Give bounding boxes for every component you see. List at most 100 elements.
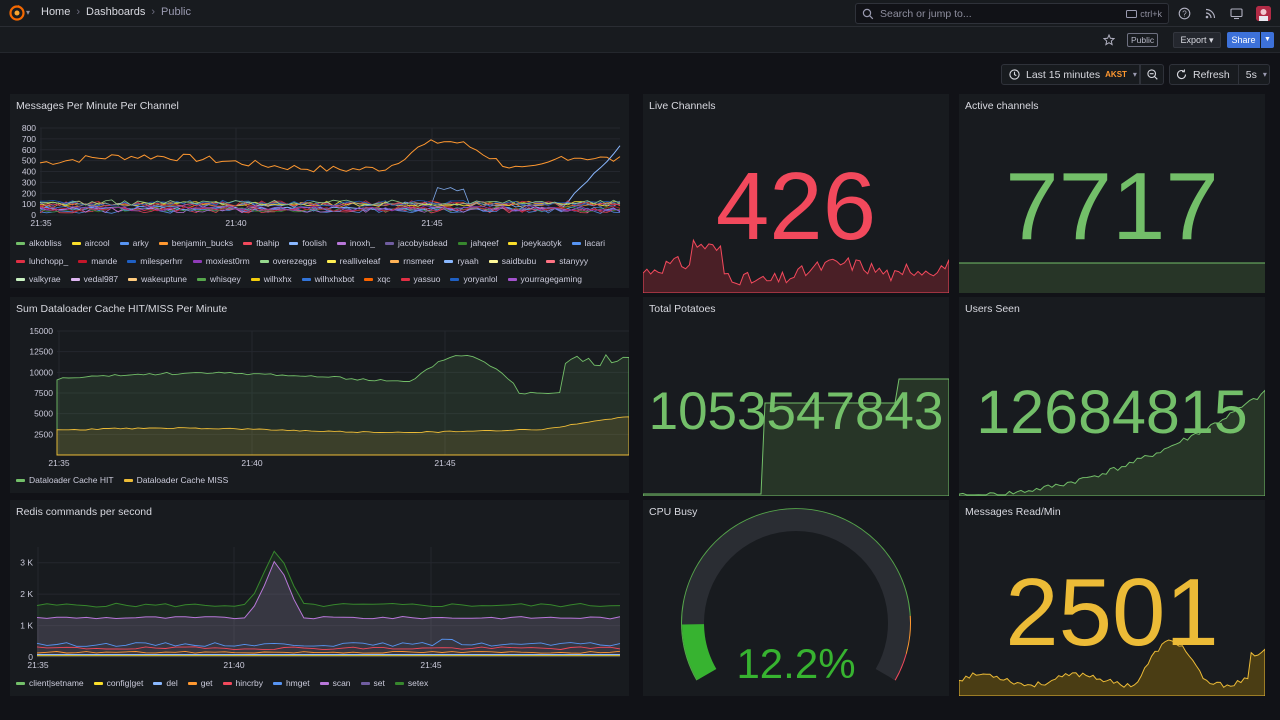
share-options-chevron-icon[interactable]: ▼ [1261,32,1274,48]
refresh-interval[interactable]: 5s [1245,68,1257,81]
legend-swatch [128,277,138,281]
legend-item[interactable]: joeykaotyk [508,236,562,250]
legend-item[interactable]: hincrby [222,678,263,688]
x-tick-label: 21:45 [421,218,443,228]
series-line [39,199,621,206]
redis-commands-chart[interactable]: 0 1 K 2 K 3 K 21:35 21:40 21:45 [10,528,629,676]
chevron-down-icon[interactable]: ▾ [26,8,31,17]
stat-value: 1053547843 [648,382,944,441]
legend-item[interactable]: hmget [272,678,310,688]
legend-item[interactable]: Dataloader Cache MISS [123,475,228,485]
legend-item[interactable]: setex [394,678,428,688]
legend-item[interactable]: lacari [571,236,605,250]
export-button[interactable]: Export ▾ [1173,32,1221,48]
legend-item[interactable]: foolish [289,236,327,250]
total-potatoes-sparkline [643,378,949,496]
legend-item[interactable]: jacobyisdead [384,236,448,250]
legend-item[interactable]: aircool [71,236,110,250]
rss-feed-icon[interactable] [1204,7,1217,20]
legend-item[interactable]: whisqey [197,272,241,286]
legend-item[interactable]: del [153,678,178,688]
legend-label: wilhxhx [263,274,292,284]
legend-item[interactable]: vedal987 [70,272,119,286]
legend-item[interactable]: luhchopp_ [16,254,68,268]
legend-item[interactable]: yourragegaming [507,272,582,286]
legend-label: config|get [106,678,144,688]
share-button[interactable]: Share [1227,32,1260,48]
legend-item[interactable]: wilhxhx [250,272,292,286]
legend-item[interactable]: stanyyy [546,254,588,268]
legend-label: scan [332,678,351,688]
legend-item[interactable]: yassuo [400,272,440,286]
series-line [39,199,621,207]
series-line [39,205,621,212]
series-line [36,646,621,651]
y-tick-label: 15000 [29,326,53,336]
user-avatar[interactable] [1256,6,1271,21]
messages-read-sparkline [959,639,1265,696]
breadcrumb-dashboards[interactable]: Dashboards [86,6,146,18]
star-icon[interactable] [1103,34,1115,46]
legend-item[interactable]: mande [78,254,117,268]
legend-item[interactable]: xqc [364,272,391,286]
series-line [36,550,621,608]
stat-value: 426 [715,153,877,260]
refresh-picker[interactable]: Refresh 5s ▾ [1169,64,1270,85]
legend-swatch [488,259,498,263]
legend-item[interactable]: Dataloader Cache HIT [16,475,114,485]
legend-swatch [319,681,329,685]
legend-item[interactable]: overezeggs [259,254,317,268]
legend-item[interactable]: scan [319,678,351,688]
legend-item[interactable]: milesperhrr [127,254,183,268]
legend-item[interactable]: valkyrae [16,272,61,286]
monitor-icon[interactable] [1230,7,1243,20]
legend-item[interactable]: wakeuptune [128,272,187,286]
legend-item[interactable]: realliveleaf [326,254,381,268]
y-tick-label: 3 K [20,558,33,568]
zoom-out-button[interactable] [1140,64,1164,85]
time-range-picker[interactable]: Last 15 minutes AKST ▾ [1001,64,1140,85]
legend-label: alkobliss [29,238,62,248]
stat-value: 2501 [1005,559,1219,666]
chevron-down-icon: ▾ [1209,35,1214,45]
chart-legend: Dataloader Cache HIT Dataloader Cache MI… [16,475,228,485]
legend-label: inoxh_ [349,238,375,248]
legend-item[interactable]: client|setname [16,678,84,688]
help-icon[interactable]: ? [1178,7,1191,20]
legend-item[interactable]: jahqeef [457,236,498,250]
panel-redis-commands: Redis commands per second 0 1 K 2 K 3 K 21:… [10,500,629,696]
legend-item[interactable]: ryaah [444,254,479,268]
legend-item[interactable]: saidbubu [488,254,536,268]
y-tick-label: 7500 [34,388,53,398]
legend-item[interactable]: inoxh_ [336,236,375,250]
search-icon [862,8,874,19]
legend-item[interactable]: set [360,678,385,688]
breadcrumb-public: Public [161,6,191,18]
legend-label: realliveleaf [339,256,381,266]
svg-text:?: ? [1182,9,1187,18]
legend-item[interactable]: alkobliss [16,236,62,250]
legend-item[interactable]: fbahip [243,236,279,250]
legend-swatch [272,681,282,685]
breadcrumb-home[interactable]: Home [41,6,71,18]
legend-item[interactable]: get [187,678,213,688]
x-tick-label: 21:45 [420,660,442,670]
legend-item[interactable]: wilhxhxbot [301,272,354,286]
legend-swatch [250,277,260,281]
grafana-logo-icon[interactable] [9,5,25,21]
legend-label: vedal987 [83,274,119,284]
legend-swatch [507,277,517,281]
legend-item[interactable]: rnsmeer [390,254,434,268]
search-input[interactable]: Search or jump to... ctrl+k [855,3,1169,24]
legend-item[interactable]: arky [119,236,149,250]
chevron-right-icon: › [151,6,156,18]
legend-item[interactable]: benjamin_bucks [158,236,233,250]
legend-swatch [336,241,346,245]
legend-item[interactable]: config|get [93,678,144,688]
legend-item[interactable]: yoryanlol [450,272,498,286]
legend-item[interactable]: moxiest0rm [192,254,250,268]
legend-swatch [546,259,556,263]
